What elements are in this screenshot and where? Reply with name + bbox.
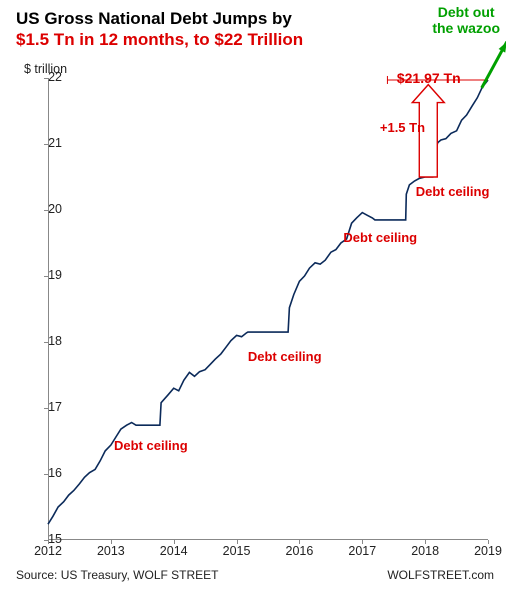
x-tick-mark <box>299 540 300 544</box>
x-tick-mark <box>48 540 49 544</box>
x-tick-label: 2015 <box>223 544 251 558</box>
debt-ceiling-annotation: Debt ceiling <box>114 438 188 453</box>
x-tick-label: 2019 <box>474 544 502 558</box>
x-tick-label: 2018 <box>411 544 439 558</box>
x-tick-mark <box>362 540 363 544</box>
x-tick-label: 2013 <box>97 544 125 558</box>
y-tick-mark <box>44 342 48 343</box>
x-tick-mark <box>425 540 426 544</box>
y-tick-label: 17 <box>32 400 62 414</box>
y-tick-mark <box>44 276 48 277</box>
x-tick-mark <box>488 540 489 544</box>
y-tick-mark <box>44 78 48 79</box>
y-tick-label: 18 <box>32 334 62 348</box>
value-annotation: $21.97 Tn <box>397 70 461 86</box>
y-tick-mark <box>44 408 48 409</box>
green-arrow-head-icon <box>499 42 506 53</box>
chart-title: US Gross National Debt Jumps by $1.5 Tn … <box>16 8 356 51</box>
x-tick-mark <box>237 540 238 544</box>
plot-area <box>48 78 488 540</box>
y-tick-mark <box>44 144 48 145</box>
jump-label: +1.5 Tn <box>380 120 425 135</box>
title-line-2: $1.5 Tn in 12 months, to $22 Trillion <box>16 29 356 50</box>
y-tick-label: 21 <box>32 136 62 150</box>
y-tick-label: 22 <box>32 70 62 84</box>
debt-ceiling-annotation: Debt ceiling <box>416 184 490 199</box>
x-tick-mark <box>111 540 112 544</box>
y-tick-label: 20 <box>32 202 62 216</box>
wazoo-label: Debt out the wazoo <box>432 4 500 36</box>
x-tick-label: 2012 <box>34 544 62 558</box>
debt-ceiling-annotation: Debt ceiling <box>248 349 322 364</box>
debt-ceiling-annotation: Debt ceiling <box>343 230 417 245</box>
y-tick-label: 19 <box>32 268 62 282</box>
y-tick-label: 16 <box>32 466 62 480</box>
source-text: Source: US Treasury, WOLF STREET <box>16 568 219 582</box>
x-tick-mark <box>174 540 175 544</box>
title-line-1: US Gross National Debt Jumps by <box>16 8 356 29</box>
site-credit: WOLFSTREET.com <box>387 568 494 582</box>
x-tick-label: 2017 <box>348 544 376 558</box>
wazoo-line1: Debt out <box>438 4 495 20</box>
x-tick-label: 2014 <box>160 544 188 558</box>
y-tick-mark <box>44 210 48 211</box>
wazoo-line2: the wazoo <box>432 20 500 36</box>
y-tick-mark <box>44 474 48 475</box>
x-tick-label: 2016 <box>286 544 314 558</box>
